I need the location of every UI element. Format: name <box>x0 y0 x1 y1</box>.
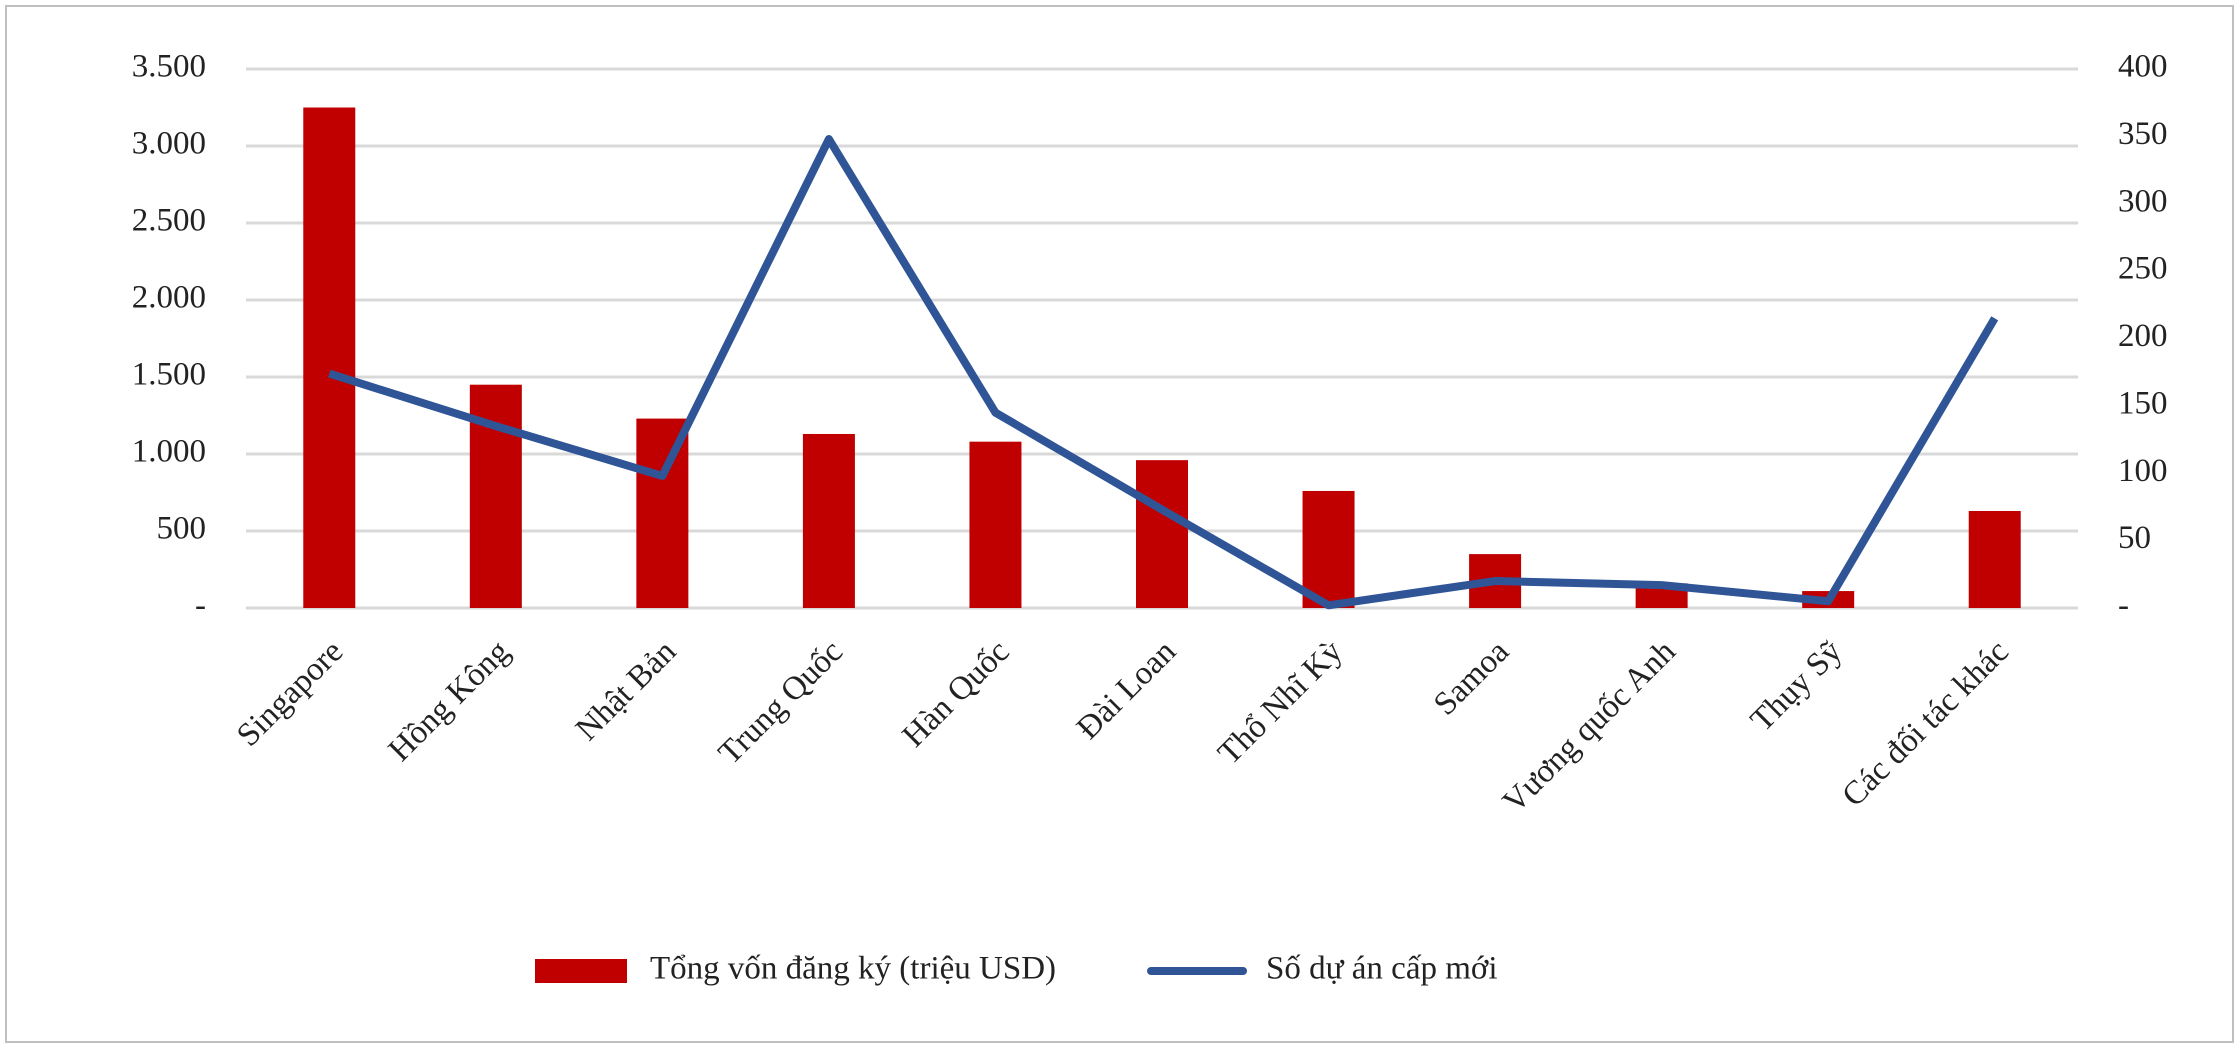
y2-tick-label: 350 <box>2118 116 2168 152</box>
line <box>328 135 1999 610</box>
y-tick-label: 2.500 <box>132 203 206 239</box>
y2-tick-label: 100 <box>2118 453 2168 489</box>
legend-swatch <box>535 959 627 983</box>
y2-tick-label: 300 <box>2118 183 2168 219</box>
y-tick-label: - <box>195 588 206 624</box>
legend-label: Tổng vốn đăng ký (triệu USD) <box>650 951 1056 987</box>
y-tick-label: 3.500 <box>132 49 206 85</box>
y2-tick-label: 200 <box>2118 318 2168 354</box>
y-tick-label: 1.000 <box>132 434 206 470</box>
chart-frame <box>5 5 2234 1043</box>
bar <box>802 433 855 608</box>
y-tick-label: 1.500 <box>132 357 206 393</box>
y2-tick-label: 250 <box>2118 251 2168 287</box>
bar <box>1302 490 1355 608</box>
y-tick-label: 2.000 <box>132 280 206 316</box>
y2-tick-label: 50 <box>2118 520 2151 556</box>
y-tick-label: 3.000 <box>132 126 206 162</box>
y2-tick-label: 150 <box>2118 385 2168 421</box>
legend-label: Số dự án cấp mới <box>1266 951 1497 987</box>
y-tick-label: 500 <box>157 511 207 547</box>
bar <box>636 418 689 608</box>
y2-tick-label: - <box>2118 588 2129 624</box>
bar <box>1136 460 1188 608</box>
bar <box>1968 510 2021 608</box>
y2-tick-label: 400 <box>2118 49 2168 85</box>
bar <box>969 441 1022 608</box>
bar <box>303 107 356 608</box>
